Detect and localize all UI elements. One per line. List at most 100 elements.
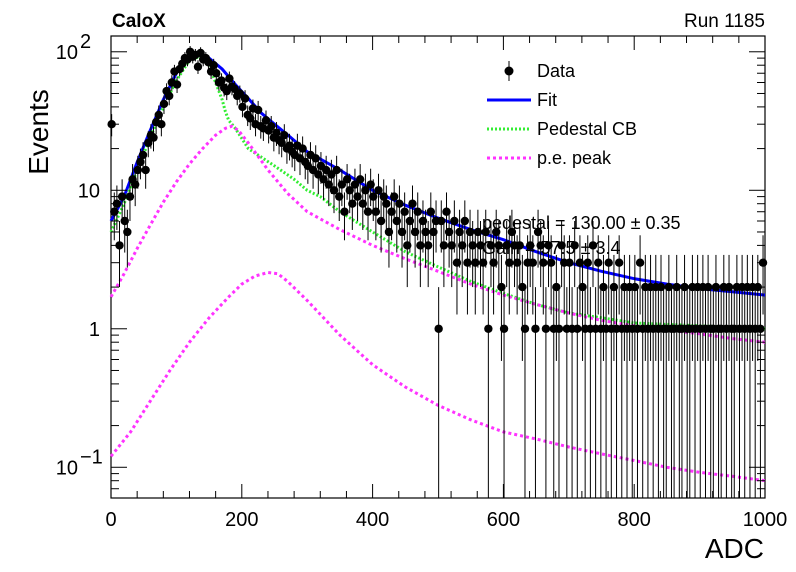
data-marker	[594, 258, 603, 267]
data-point	[434, 287, 443, 498]
data-point	[473, 209, 483, 268]
data-point	[280, 124, 289, 149]
data-point	[520, 287, 530, 498]
data-point	[193, 60, 203, 74]
data-point	[272, 122, 281, 146]
data-point	[588, 221, 598, 288]
data-marker	[664, 282, 674, 292]
data-marker	[497, 282, 506, 292]
data-point	[421, 209, 430, 268]
data-marker	[335, 192, 344, 201]
data-marker	[434, 324, 443, 333]
data-marker	[395, 199, 404, 208]
data-point	[115, 221, 124, 288]
data-marker	[494, 241, 504, 250]
data-marker	[272, 128, 281, 138]
data-point	[586, 287, 595, 498]
data-marker	[366, 180, 375, 189]
data-marker	[468, 241, 477, 250]
data-point	[400, 192, 409, 241]
data-point	[423, 221, 433, 288]
data-point	[526, 221, 535, 288]
data-marker	[518, 282, 527, 292]
data-point	[463, 235, 472, 315]
legend: Data Fit Pedestal CB p.e. peak	[487, 61, 637, 168]
y-tick-label: 1	[89, 319, 100, 341]
data-point	[212, 66, 221, 81]
data-marker	[363, 207, 373, 216]
data-marker	[371, 207, 381, 216]
data-marker	[724, 282, 734, 292]
data-point	[614, 235, 624, 315]
data-point	[583, 235, 592, 315]
legend-label: Pedestal CB	[537, 119, 637, 139]
data-marker	[196, 48, 205, 58]
data-point	[672, 254, 681, 361]
data-marker	[193, 62, 203, 71]
data-marker	[382, 199, 391, 208]
data-point	[123, 209, 132, 268]
data-marker	[557, 241, 566, 250]
data-marker	[565, 258, 574, 267]
stat-box: pedestal = 130.00 ± 0.35 Gain = 57.5 ± 3…	[482, 213, 681, 258]
data-point	[452, 235, 462, 315]
data-marker	[457, 241, 467, 250]
data-marker	[452, 258, 462, 267]
data-point	[497, 254, 506, 361]
data-marker	[144, 138, 153, 148]
data-point	[594, 235, 603, 315]
run-label: Run 1185	[684, 11, 765, 32]
data-point	[544, 221, 553, 288]
data-point	[130, 168, 140, 207]
data-point	[371, 192, 381, 241]
data-point	[392, 200, 401, 253]
legend-label: p.e. peak	[537, 148, 612, 168]
x-tick-label: 400	[356, 509, 389, 531]
data-marker	[329, 186, 339, 195]
y-tick-exponent: 2	[80, 31, 91, 53]
data-marker	[531, 324, 540, 333]
data-marker	[209, 61, 218, 70]
data-point	[332, 155, 341, 189]
data-marker	[165, 91, 174, 101]
x-tick-label: 0	[105, 509, 116, 531]
data-point	[149, 126, 158, 152]
data-marker	[172, 80, 182, 89]
data-marker	[575, 258, 585, 267]
data-marker	[447, 241, 456, 250]
data-marker	[217, 76, 226, 85]
data-marker	[544, 241, 553, 250]
data-marker	[672, 282, 681, 292]
data-marker	[554, 324, 564, 333]
data-point	[450, 200, 459, 253]
data-point	[439, 221, 449, 288]
data-marker	[486, 241, 496, 250]
data-marker	[588, 241, 598, 250]
data-marker	[267, 122, 276, 131]
data-point	[505, 235, 514, 315]
curve-fit	[109, 51, 766, 297]
data-point	[355, 164, 365, 200]
data-marker	[418, 216, 428, 226]
data-marker	[298, 144, 307, 153]
data-point	[335, 179, 344, 222]
data-point	[416, 221, 425, 288]
data-point	[492, 209, 501, 268]
data-marker	[711, 282, 721, 292]
data-point	[444, 209, 454, 268]
data-point	[465, 209, 475, 268]
data-point	[528, 235, 538, 315]
data-point	[515, 221, 524, 288]
data-marker	[473, 227, 483, 237]
data-point	[518, 254, 527, 361]
data-marker	[703, 282, 713, 292]
data-marker	[225, 74, 234, 83]
y-tick-label: 10	[56, 457, 78, 479]
y-tick-exponent: −1	[80, 446, 103, 468]
stat-line-gain: Gain = 57.5 ± 3.4	[482, 238, 620, 258]
data-marker	[117, 192, 127, 201]
data-point	[567, 287, 577, 498]
data-marker	[442, 207, 451, 216]
data-marker	[599, 282, 608, 292]
